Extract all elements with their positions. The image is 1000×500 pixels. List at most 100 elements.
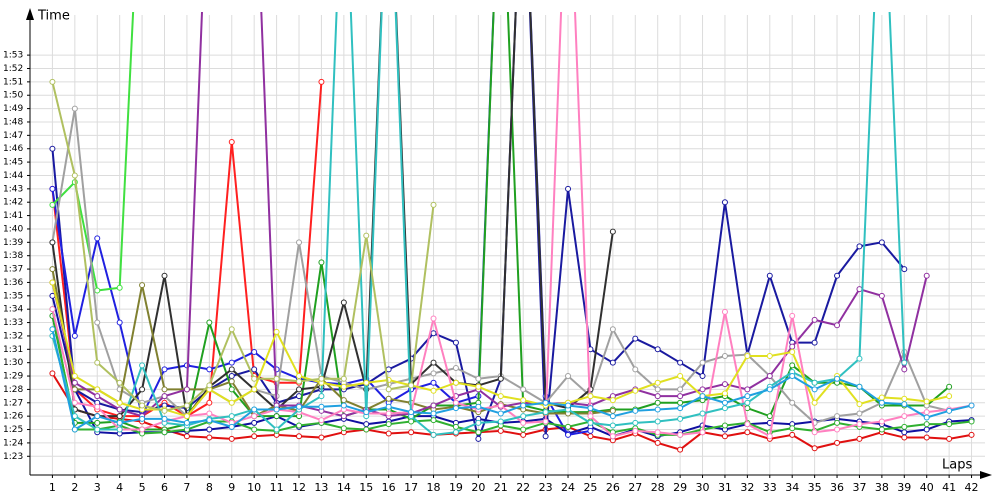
point bbox=[834, 426, 841, 433]
point bbox=[71, 426, 78, 433]
point bbox=[49, 370, 56, 377]
point bbox=[251, 419, 258, 426]
point bbox=[408, 382, 415, 389]
point bbox=[183, 402, 190, 409]
point bbox=[677, 446, 684, 453]
x-tick-label: 3 bbox=[94, 481, 101, 494]
y-tick-label: 1:43 bbox=[3, 184, 23, 194]
x-tick-label: 17 bbox=[404, 481, 418, 494]
point bbox=[721, 433, 728, 440]
point bbox=[565, 185, 572, 192]
point bbox=[834, 375, 841, 382]
point bbox=[856, 421, 863, 428]
x-tick-label: 34 bbox=[785, 481, 799, 494]
point bbox=[699, 359, 706, 366]
point bbox=[116, 319, 123, 326]
y-tick-label: 1:48 bbox=[3, 117, 23, 127]
point bbox=[946, 393, 953, 400]
point bbox=[856, 435, 863, 442]
point bbox=[94, 419, 101, 426]
point bbox=[856, 243, 863, 250]
point bbox=[654, 399, 661, 406]
y-tick-label: 1:50 bbox=[3, 91, 23, 101]
point bbox=[677, 386, 684, 393]
point bbox=[251, 413, 258, 420]
y-tick-label: 1:49 bbox=[3, 104, 23, 114]
point bbox=[228, 378, 235, 385]
x-tick-label: 11 bbox=[270, 481, 284, 494]
point bbox=[587, 393, 594, 400]
point bbox=[632, 335, 639, 342]
point bbox=[721, 352, 728, 359]
point bbox=[228, 359, 235, 366]
point bbox=[856, 286, 863, 293]
y-tick-label: 1:23 bbox=[3, 452, 23, 462]
point bbox=[677, 405, 684, 412]
point bbox=[901, 429, 908, 436]
y-tick-label: 1:34 bbox=[3, 305, 23, 315]
point bbox=[497, 375, 504, 382]
point bbox=[565, 373, 572, 380]
point bbox=[901, 266, 908, 273]
y-tick-label: 1:24 bbox=[3, 438, 23, 448]
point bbox=[296, 373, 303, 380]
x-tick-label: 38 bbox=[875, 481, 889, 494]
y-tick-label: 1:36 bbox=[3, 278, 23, 288]
point bbox=[609, 397, 616, 404]
point bbox=[789, 431, 796, 438]
point bbox=[318, 417, 325, 424]
point bbox=[497, 402, 504, 409]
x-tick-label: 7 bbox=[183, 481, 190, 494]
point bbox=[430, 431, 437, 438]
point bbox=[744, 421, 751, 428]
point bbox=[251, 406, 258, 413]
point bbox=[385, 410, 392, 417]
point bbox=[452, 365, 459, 372]
y-tick-label: 1:40 bbox=[3, 224, 23, 234]
point bbox=[609, 228, 616, 235]
point bbox=[49, 239, 56, 246]
point bbox=[744, 405, 751, 412]
series-line bbox=[51, 12, 614, 419]
point bbox=[721, 308, 728, 315]
point bbox=[228, 373, 235, 380]
point bbox=[430, 330, 437, 337]
point bbox=[946, 407, 953, 414]
point bbox=[565, 431, 572, 438]
point bbox=[475, 429, 482, 436]
point bbox=[677, 359, 684, 366]
point bbox=[475, 419, 482, 426]
point bbox=[116, 379, 123, 386]
point bbox=[94, 386, 101, 393]
point bbox=[94, 413, 101, 420]
x-tick-label: 35 bbox=[808, 481, 822, 494]
point bbox=[430, 359, 437, 366]
y-tick-label: 1:33 bbox=[3, 318, 23, 328]
point bbox=[587, 427, 594, 434]
point bbox=[430, 402, 437, 409]
point bbox=[699, 410, 706, 417]
point bbox=[565, 423, 572, 430]
x-tick-label: 14 bbox=[337, 481, 351, 494]
y-tick-label: 1:27 bbox=[3, 398, 23, 408]
point bbox=[654, 393, 661, 400]
point bbox=[183, 433, 190, 440]
point bbox=[632, 387, 639, 394]
x-tick-label: 4 bbox=[116, 481, 123, 494]
point bbox=[677, 399, 684, 406]
y-tick-label: 1:44 bbox=[3, 171, 23, 181]
point bbox=[71, 373, 78, 380]
point bbox=[318, 259, 325, 266]
point bbox=[363, 232, 370, 239]
point bbox=[856, 355, 863, 362]
point bbox=[766, 272, 773, 279]
x-tick-label: 8 bbox=[206, 481, 213, 494]
point bbox=[946, 435, 953, 442]
point bbox=[228, 399, 235, 406]
point bbox=[497, 427, 504, 434]
x-tick-label: 31 bbox=[718, 481, 732, 494]
point bbox=[452, 405, 459, 412]
point bbox=[542, 433, 549, 440]
point bbox=[430, 410, 437, 417]
